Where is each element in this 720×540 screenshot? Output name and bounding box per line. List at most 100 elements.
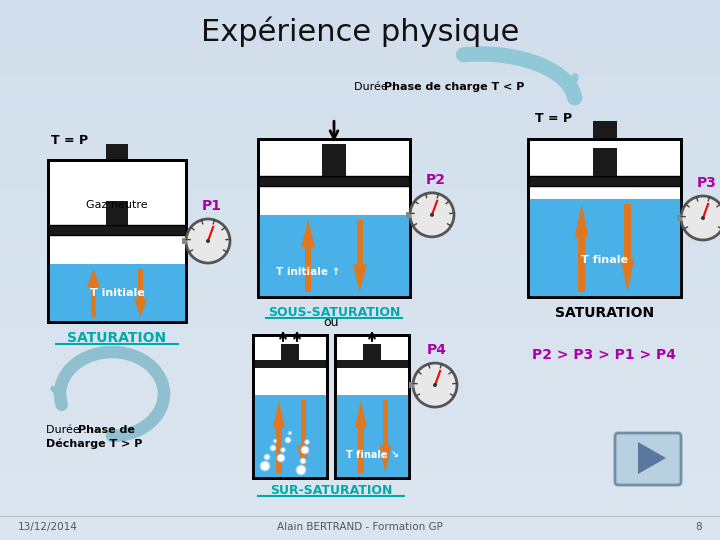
Bar [0,245,720,246]
Bar [0,341,720,342]
Bar [0,417,720,418]
Bar [91,287,96,317]
Bar [138,269,143,299]
Bar [528,139,681,297]
Bar [0,322,720,323]
Bar [0,345,720,346]
Bar [0,95,720,96]
Bar [0,210,720,211]
Bar [0,361,720,362]
Bar [0,285,720,286]
Bar [382,400,388,445]
Text: SOUS-SATURATION: SOUS-SATURATION [268,307,400,320]
Bar [0,355,720,356]
Text: T = P: T = P [51,133,89,146]
Bar [0,10,720,11]
Bar [0,484,720,485]
Bar [0,59,720,60]
Bar [0,439,720,440]
Bar [0,356,720,357]
Bar [0,107,720,108]
Bar [0,500,720,501]
Bar [0,301,720,302]
Bar [0,483,720,484]
Bar [0,41,720,42]
Bar [0,15,720,16]
Bar [0,171,720,172]
Bar [0,518,720,519]
Bar [48,160,186,322]
Bar [276,428,282,473]
Circle shape [273,439,276,443]
Bar [0,163,720,164]
Bar [0,270,720,271]
Bar [0,503,720,504]
Bar [593,121,616,139]
Bar [0,290,720,291]
Bar [0,347,720,348]
Bar [0,133,720,134]
Bar [0,5,720,6]
Bar [0,531,720,532]
Bar [0,364,720,365]
Bar [0,7,720,8]
Polygon shape [575,204,588,238]
Bar [0,486,720,487]
Bar [0,537,720,538]
Bar [0,173,720,174]
Bar [0,207,720,208]
Bar [0,160,720,161]
Bar [0,446,720,447]
Text: P2: P2 [426,173,446,187]
Bar [0,115,720,116]
Bar [0,366,720,367]
Bar [0,45,720,46]
Bar [0,49,720,50]
Bar [0,491,720,492]
Bar [0,479,720,480]
Bar [0,452,720,453]
Bar [578,238,585,292]
Bar [0,451,720,452]
Bar [0,176,720,177]
Bar [0,27,720,28]
Bar [322,144,346,177]
Bar [0,34,720,35]
Bar [0,6,720,7]
Bar [0,370,720,371]
Bar [0,127,720,128]
Bar [0,384,720,385]
Bar [0,29,720,30]
Bar [0,522,720,523]
Bar [0,265,720,266]
Bar [0,199,720,200]
Bar [0,76,720,77]
Bar [0,33,720,34]
Bar [0,400,720,401]
Bar [0,268,720,269]
Bar [0,414,720,415]
Bar [0,70,720,71]
Bar [0,146,720,147]
Bar [0,488,720,489]
Bar [335,395,409,478]
Bar [0,315,720,316]
Bar [335,335,409,478]
Bar [0,121,720,122]
Bar [356,220,363,265]
Bar [0,272,720,273]
Bar [0,357,720,358]
Bar [0,489,720,490]
Bar [0,512,720,513]
Bar [0,227,720,228]
Bar [253,395,327,478]
Bar [0,96,720,97]
Bar [0,84,720,85]
Bar [0,94,720,95]
Bar [0,228,720,229]
Bar [0,305,720,306]
Bar [48,160,186,322]
Bar [0,349,720,350]
Bar [0,386,720,387]
Bar [0,314,720,315]
